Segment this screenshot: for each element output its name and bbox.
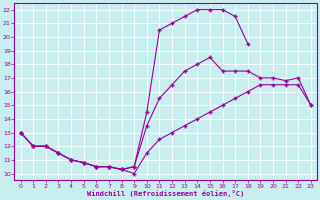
- X-axis label: Windchill (Refroidissement éolien,°C): Windchill (Refroidissement éolien,°C): [87, 190, 244, 197]
